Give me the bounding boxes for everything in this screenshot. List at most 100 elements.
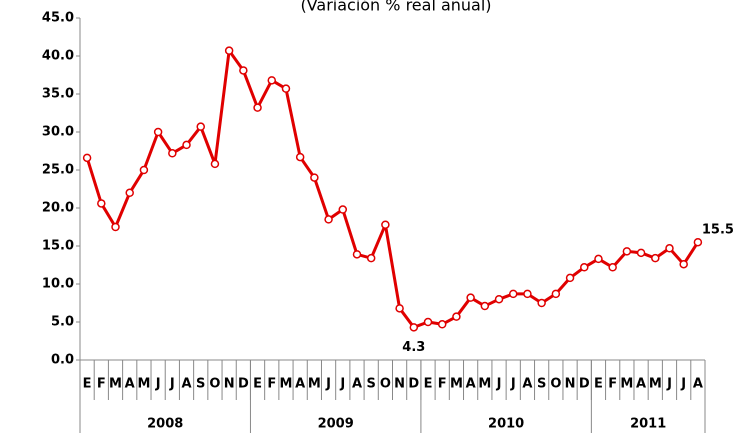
x-tick-label: M [308,377,321,392]
marker [295,152,305,162]
marker [580,263,589,272]
marker [565,273,575,283]
data-label: 15.5 [702,223,734,238]
marker [210,159,220,169]
x-tick-label: D [579,377,590,392]
marker [395,304,404,313]
marker [466,293,475,302]
x-tick-label: A [295,377,305,392]
x-tick-label: A [125,377,135,392]
x-tick-label: J [169,377,175,392]
x-tick-label: N [565,377,576,392]
x-tick-label: A [466,377,476,392]
x-tick-label: J [325,377,331,392]
x-tick-label: M [478,377,491,392]
marker [651,253,660,263]
marker [239,66,248,75]
x-tick-label: J [666,377,672,392]
x-tick-label: F [97,377,106,392]
x-tick-label: A [182,377,192,392]
x-tick-label: M [620,377,633,392]
marker [665,244,674,253]
marker [608,263,617,272]
data-label: 4.3 [402,340,425,355]
x-tick-label: S [196,377,205,392]
group-label: 2010 [488,417,524,432]
marker [480,301,490,311]
y-tick-label: 25.0 [42,163,74,178]
marker [594,254,603,264]
y-tick-label: 15.0 [42,239,74,254]
x-tick-label: N [224,377,235,392]
x-tick-label: O [380,377,391,392]
marker [409,323,419,332]
marker [224,46,234,55]
marker [622,247,632,256]
x-tick-label: M [137,377,150,392]
marker [679,259,688,269]
marker [494,294,504,304]
x-tick-label: A [352,377,362,392]
marker [352,250,362,259]
y-tick-label: 20.0 [42,201,74,216]
marker [125,188,134,198]
marker [366,253,376,263]
x-tick-label: M [109,377,122,392]
group-label: 2009 [318,417,354,432]
y-tick-label: 10.0 [42,277,74,292]
chart-subtitle: (Variación % real anual) [300,0,491,15]
marker [537,298,546,308]
marker [310,173,319,182]
x-tick-label: D [408,377,419,392]
marker [267,76,277,85]
x-tick-label: F [438,377,447,392]
x-tick-label: M [450,377,463,392]
group-label: 2008 [147,417,183,432]
x-tick-label: S [537,377,546,392]
x-tick-label: M [649,377,662,392]
marker [139,165,149,175]
x-tick-label: E [83,377,92,392]
line [85,49,700,329]
marker [153,127,163,137]
x-tick-label: E [253,377,262,392]
y-tick-label: 0.0 [51,353,74,368]
marker [182,140,191,150]
y-tick-label: 35.0 [42,87,74,102]
x-tick-label: O [209,377,220,392]
x-tick-label: A [636,377,646,392]
y-tick-label: 30.0 [42,125,74,140]
marker [693,237,703,247]
marker [97,199,106,208]
x-tick-label: A [522,377,532,392]
marker [508,289,518,299]
group-label: 2011 [630,417,666,432]
x-tick-label: F [608,377,617,392]
marker [523,289,532,299]
x-tick-label: J [339,377,345,392]
marker [636,248,646,258]
marker [253,103,262,112]
marker [82,153,92,163]
marker [196,122,205,131]
marker [551,289,561,299]
x-tick-label: J [680,377,686,392]
x-tick-label: F [267,377,276,392]
x-tick-label: E [424,377,433,392]
x-tick-label: J [510,377,516,392]
x-tick-label: E [594,377,603,392]
y-tick-label: 5.0 [51,315,74,330]
x-tick-label: J [496,377,502,392]
marker [281,84,291,93]
marker [381,220,390,229]
x-tick-label: D [238,377,249,392]
x-tick-label: N [394,377,405,392]
x-tick-label: A [693,377,703,392]
x-tick-label: J [155,377,161,392]
marker [168,149,177,158]
marker [324,215,333,224]
marker [338,205,348,214]
y-tick-label: 40.0 [42,49,74,64]
marker [452,312,461,321]
